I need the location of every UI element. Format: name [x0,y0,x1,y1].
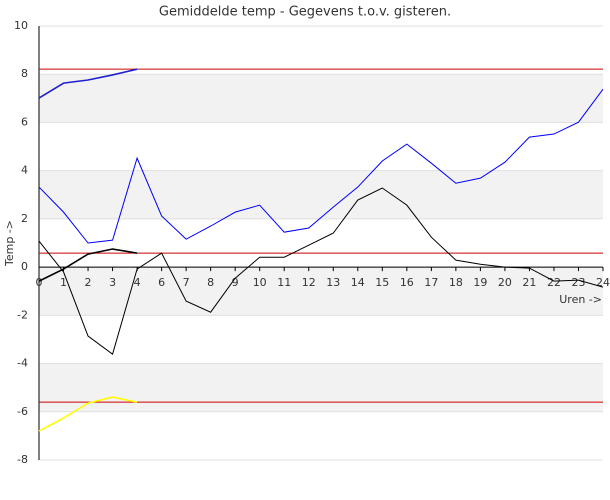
x-tick-label: 11 [277,276,291,289]
x-tick-label: 23 [571,276,585,289]
x-tick-label: 24 [596,276,610,289]
grid-band [39,363,603,412]
x-tick-label: 9 [232,276,239,289]
x-tick-label: 3 [109,276,116,289]
x-tick-label: 21 [522,276,536,289]
y-tick-label: 8 [21,67,28,80]
y-axis-label: Temp -> [3,220,16,267]
y-tick-label: -8 [17,453,28,466]
x-tick-label: 10 [253,276,267,289]
series-line [38,88,604,244]
y-tick-label: 4 [21,164,28,177]
series-line [38,396,138,432]
y-tick-label: -4 [17,357,28,370]
x-tick-label: 8 [207,276,214,289]
y-tick-label: 10 [14,19,28,32]
x-tick-label: 14 [351,276,365,289]
y-tick-label: 6 [21,115,28,128]
grid-band [39,74,603,123]
x-tick-label: 15 [375,276,389,289]
y-tick-label: 0 [21,260,28,273]
x-tick-label: 4 [134,276,141,289]
x-tick-label: 2 [85,276,92,289]
plot-background [39,74,603,412]
y-tick-label: -2 [17,308,28,321]
series-line [38,248,138,282]
grid-band [39,170,603,219]
x-tick-label: 12 [302,276,316,289]
chart-title: Gemiddelde temp - Gegevens t.o.v. gister… [159,5,451,20]
x-tick-label: 20 [498,276,512,289]
series-line [38,187,604,355]
x-tick-label: 6 [158,276,165,289]
x-tick-label: 16 [400,276,414,289]
x-tick-label: 19 [473,276,487,289]
series-line [38,68,138,99]
y-tick-label: -6 [17,405,28,418]
y-tick-label: 2 [21,212,28,225]
x-tick-label: 17 [424,276,438,289]
x-axis-label: Uren -> [559,293,602,306]
x-tick-label: 18 [449,276,463,289]
grid-band [39,267,603,316]
x-tick-label: 7 [183,276,190,289]
x-tick-label: 0 [36,276,43,289]
x-tick-label: 13 [326,276,340,289]
x-tick-label: 1 [60,276,67,289]
